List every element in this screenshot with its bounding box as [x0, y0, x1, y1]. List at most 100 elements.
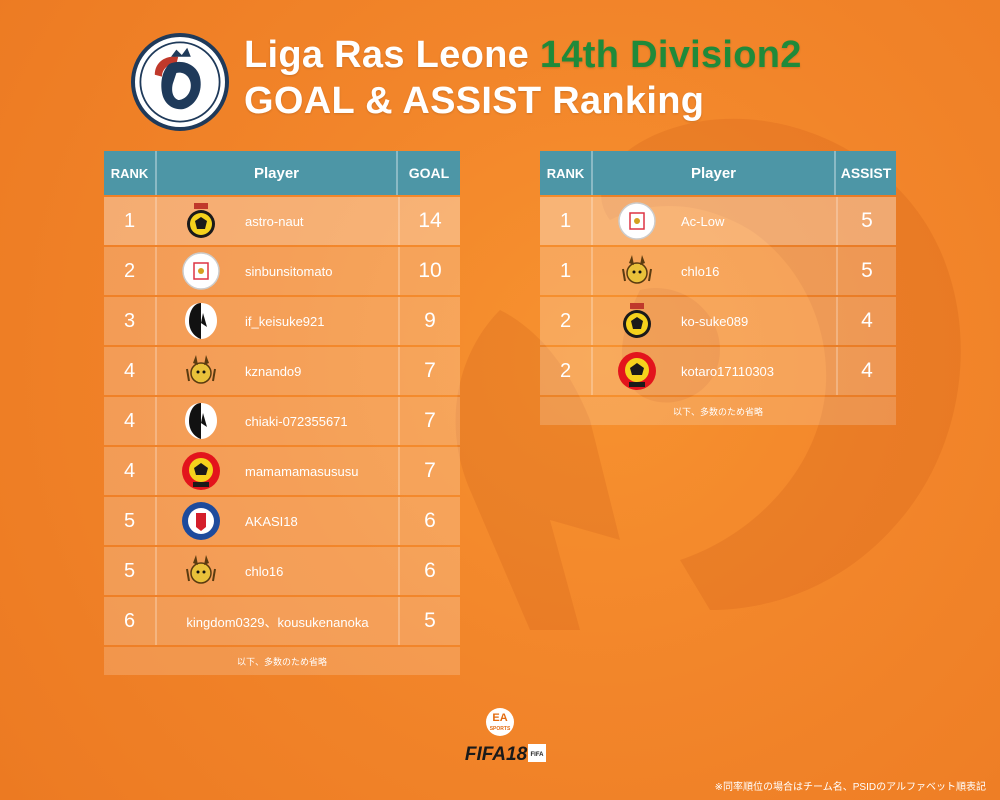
player-name: astro-naut — [245, 213, 304, 229]
player-name: Ac-Low — [681, 213, 725, 229]
goal-table-row: 4 mamamamasususu 7 — [104, 447, 460, 495]
goal-count-cell: 9 — [398, 297, 460, 345]
blue-round-crest-icon — [181, 501, 221, 541]
yellow-black-crest-icon — [181, 201, 221, 241]
rank-cell: 2 — [559, 309, 572, 332]
goal-count-cell: 5 — [398, 597, 460, 645]
player-cell: ko-suke089 — [591, 297, 836, 345]
goal-table-row: 1 astro-naut 14 — [104, 197, 460, 245]
goal-table-row: 6 kingdom0329、kousukenanoka 5 — [104, 597, 460, 645]
goal-ranking-table: RANK Player GOAL 1 astro-naut 14 2 sinbunsit… — [104, 151, 460, 675]
player-cell: if_keisuke921 — [155, 297, 398, 345]
rank-cell: 2 — [559, 359, 572, 382]
league-name: Liga Ras Leone — [244, 34, 530, 76]
rank-cell: 3 — [123, 309, 136, 332]
goal-count-cell: 6 — [398, 547, 460, 595]
goal-table-row: 2 sinbunsitomato 10 — [104, 247, 460, 295]
player-name: if_keisuke921 — [245, 313, 325, 329]
player-name: sinbunsitomato — [245, 263, 333, 279]
rank-cell: 1 — [559, 259, 572, 282]
player-cell: chlo16 — [591, 247, 836, 295]
rank-cell: 2 — [123, 259, 136, 282]
omitted-note: 以下、多数のため省略 — [104, 647, 460, 675]
rank-cell: 5 — [123, 509, 136, 532]
svg-text:EA: EA — [492, 712, 507, 724]
yellow-black-crest-icon — [617, 301, 657, 341]
player-name: chlo16 — [681, 263, 720, 279]
goal-table-row: 5 chlo16 6 — [104, 547, 460, 595]
omitted-note: 以下、多数のため省略 — [540, 397, 896, 425]
player-name: kotaro17110303 — [681, 363, 775, 379]
player-cell: chiaki-072355671 — [155, 397, 398, 445]
player-cell: chlo16 — [155, 547, 398, 595]
player-name: chlo16 — [245, 563, 284, 579]
player-name: chiaki-072355671 — [245, 413, 348, 429]
goal-count-cell: 7 — [398, 447, 460, 495]
assist-ranking-table: RANK Player ASSIST 1 Ac-Low 5 1 chlo16 5 2 ko-s… — [540, 151, 896, 425]
assist-header: ASSIST — [840, 165, 892, 181]
division-name: 14th Division2 — [539, 34, 802, 76]
player-name: ko-suke089 — [681, 313, 749, 329]
player-name: mamamamasususu — [245, 463, 359, 479]
player-cell: AKASI18 — [155, 497, 398, 545]
assist-table-row: 2 kotaro17110303 4 — [540, 347, 896, 395]
player-cell: kotaro17110303 — [591, 347, 836, 395]
red-yellow-crest-icon — [617, 351, 657, 391]
red-yellow-crest-icon — [181, 451, 221, 491]
assist-count-cell: 5 — [836, 247, 896, 295]
devil-mascot-crest-icon — [617, 251, 657, 291]
goal-count-cell: 6 — [398, 497, 460, 545]
svg-text:FIFA: FIFA — [531, 752, 545, 758]
player-name: AKASI18 — [245, 513, 298, 529]
table-header: RANK Player GOAL — [104, 151, 460, 195]
rank-cell: 4 — [123, 409, 136, 432]
player-header: Player — [155, 151, 398, 195]
page-subtitle: GOAL & ASSIST Ranking — [244, 80, 705, 122]
assist-table-row: 1 chlo16 5 — [540, 247, 896, 295]
rank-cell: 5 — [123, 559, 136, 582]
player-cell: mamamamasususu — [155, 447, 398, 495]
goal-count-cell: 7 — [398, 347, 460, 395]
white-shield-crest-icon — [181, 251, 221, 291]
black-white-crest-icon — [181, 301, 221, 341]
rank-cell: 6 — [123, 609, 136, 632]
goal-table-row: 4 kznando9 7 — [104, 347, 460, 395]
black-white-crest-icon — [181, 401, 221, 441]
assist-count-cell: 5 — [836, 197, 896, 245]
player-cell: sinbunsitomato — [155, 247, 398, 295]
rank-cell: 4 — [123, 459, 136, 482]
devil-mascot-crest-icon — [181, 551, 221, 591]
rank-header: RANK — [110, 165, 149, 181]
goal-header: GOAL — [408, 165, 450, 181]
assist-count-cell: 4 — [836, 347, 896, 395]
fifa18-logo-icon: EA SPORTS FIFA18 FIFA — [465, 708, 546, 765]
rank-cell: 1 — [559, 209, 572, 232]
assist-count-cell: 4 — [836, 297, 896, 345]
player-cell: kznando9 — [155, 347, 398, 395]
assist-table-row: 1 Ac-Low 5 — [540, 197, 896, 245]
goal-table-row: 4 chiaki-072355671 7 — [104, 397, 460, 445]
player-cell: Ac-Low — [591, 197, 836, 245]
svg-text:FIFA18: FIFA18 — [465, 744, 528, 765]
player-cell: kingdom0329、kousukenanoka — [155, 597, 398, 645]
rank-cell: 1 — [123, 209, 136, 232]
goal-table-row: 5 AKASI18 6 — [104, 497, 460, 545]
goal-count-cell: 14 — [398, 197, 460, 245]
svg-text:SPORTS: SPORTS — [490, 726, 511, 732]
rank-header: RANK — [546, 165, 585, 181]
goal-count-cell: 10 — [398, 247, 460, 295]
assist-table-row: 2 ko-suke089 4 — [540, 297, 896, 345]
devil-mascot-crest-icon — [181, 351, 221, 391]
page-title: Liga Ras Leone 14th Division2 — [244, 34, 802, 77]
league-logo — [131, 33, 229, 131]
player-header: Player — [591, 151, 836, 195]
footnote: ※同率順位の場合はチーム名、PSIDのアルファベット順表記 — [714, 782, 986, 793]
player-cell: astro-naut — [155, 197, 398, 245]
player-name: kingdom0329、kousukenanoka — [186, 614, 369, 630]
goal-table-row: 3 if_keisuke921 9 — [104, 297, 460, 345]
table-header: RANK Player ASSIST — [540, 151, 896, 195]
goal-count-cell: 7 — [398, 397, 460, 445]
rank-cell: 4 — [123, 359, 136, 382]
player-name: kznando9 — [245, 363, 302, 379]
white-shield-crest-icon — [617, 201, 657, 241]
